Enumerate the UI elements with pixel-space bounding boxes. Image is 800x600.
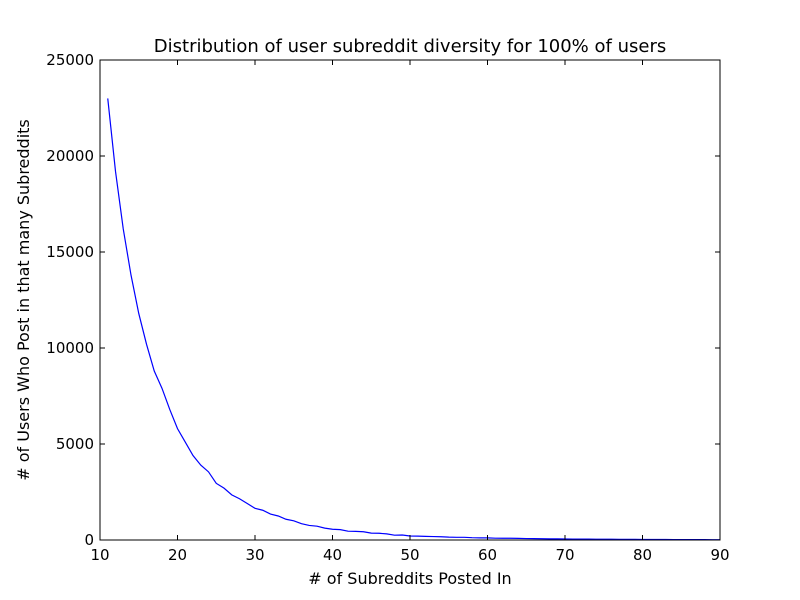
plot-area: 10 20 30 40 50 60 70 80 90 0 5000 10000 15000 20000 25… — [46, 51, 729, 564]
x-axis-title: # of Subreddits Posted In — [308, 569, 511, 588]
y-tick-label: 5000 — [56, 435, 94, 453]
y-tick-label: 15000 — [46, 243, 94, 261]
x-tick-label: 40 — [323, 546, 342, 564]
y-tick-label: 0 — [84, 531, 94, 549]
y-tick-label: 25000 — [46, 51, 94, 69]
x-tick-label: 20 — [168, 546, 187, 564]
x-tick-label: 50 — [400, 546, 419, 564]
chart-title: Distribution of user subreddit diversity… — [154, 36, 666, 57]
x-tick-label: 30 — [245, 546, 264, 564]
plot-frame — [99, 59, 721, 541]
y-axis-title: # of Users Who Post in that many Subredd… — [14, 119, 33, 481]
y-tick-label: 10000 — [46, 339, 94, 357]
series-line — [107, 98, 721, 541]
x-tick-label: 10 — [90, 546, 109, 564]
y-tick-label: 20000 — [46, 147, 94, 165]
x-tick-label: 80 — [633, 546, 652, 564]
x-tick-label: 90 — [710, 546, 729, 564]
x-tick-label: 70 — [555, 546, 574, 564]
x-tick-label: 60 — [478, 546, 497, 564]
